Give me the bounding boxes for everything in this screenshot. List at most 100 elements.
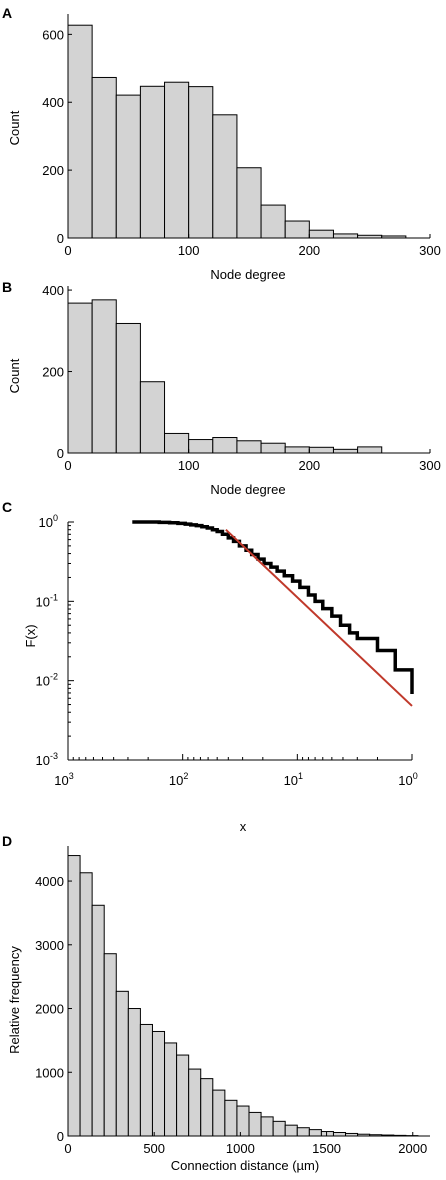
- panel-d-bar: [127, 1008, 141, 1137]
- panel-b-ylabel: Count: [7, 358, 22, 393]
- panel-b-x-tick-label: 100: [178, 458, 200, 473]
- panel-d-x-tick-label: 2000: [398, 1141, 427, 1156]
- panel-b-bars: [67, 299, 383, 454]
- panel-d-bar: [320, 1131, 334, 1137]
- panel-a-bar: [139, 85, 166, 239]
- panel-d-y-tick-label: 3000: [35, 938, 64, 953]
- panel-d-bar: [212, 1089, 226, 1137]
- panel-d-bar: [200, 1078, 214, 1137]
- panel-c-y-tick-label: 10-3: [36, 751, 58, 768]
- panel-d-y-tick-label: 2000: [35, 1002, 64, 1017]
- panel-d-y-tick-label: 4000: [35, 874, 64, 889]
- panel-b-bar: [284, 446, 310, 454]
- panel-b: B 0 100 200 300 0 200 400 Node degree Count: [2, 279, 441, 497]
- panel-d-bar: [188, 1068, 202, 1137]
- panel-d-y-tick-label: 1000: [35, 1065, 64, 1080]
- panel-d-bar: [284, 1124, 298, 1137]
- panel-a-bar: [115, 94, 141, 239]
- panel-d-axes: 0 500 1000 1500 2000 0 1000 2000 3000 4000: [35, 846, 430, 1156]
- panel-b-bar: [332, 448, 359, 454]
- panel-a-bar: [212, 114, 238, 239]
- panel-d-letter: D: [2, 833, 12, 849]
- panel-a-bar: [332, 233, 359, 239]
- panel-c-x-tick-label: 102: [169, 771, 188, 788]
- power-law-fit-line: [225, 528, 413, 707]
- panel-d-bar: [308, 1129, 322, 1137]
- panel-d-bar: [248, 1111, 262, 1137]
- panel-a-bars: [67, 24, 407, 239]
- panel-c-y-tick-label: 100: [39, 513, 58, 530]
- panel-b-bar: [91, 299, 117, 454]
- panel-a-bar: [236, 167, 262, 239]
- panel-d-bar: [103, 953, 117, 1137]
- panel-d-x-tick-label: 1500: [312, 1141, 341, 1156]
- panel-b-bar: [260, 442, 286, 454]
- panel-b-bar: [139, 381, 166, 454]
- panel-d-bars: [67, 855, 419, 1137]
- panel-d-bar: [67, 855, 81, 1137]
- panel-c: C 103 102 101 100 100 10-1 10-2 10-3 x F(x): [2, 499, 418, 834]
- panel-a-y-tick-label: 200: [42, 163, 64, 178]
- panel-d-bar: [91, 904, 105, 1137]
- panel-d-bar: [164, 1042, 178, 1137]
- panel-b-bar: [188, 439, 214, 454]
- panel-c-y-tick-label: 10-2: [36, 672, 58, 689]
- panel-b-y-tick-label: 400: [42, 283, 64, 298]
- panel-d-x-tick-label: 0: [64, 1141, 71, 1156]
- panel-b-bar: [115, 322, 141, 454]
- panel-d-bar: [224, 1099, 238, 1137]
- panel-d-bar: [139, 1023, 153, 1137]
- panel-a-bar: [260, 204, 286, 239]
- panel-d-ylabel: Relative frequency: [7, 946, 22, 1054]
- panel-c-x-tick-label: 103: [54, 771, 73, 788]
- panel-a-x-tick-label: 300: [419, 243, 441, 258]
- panel-b-bar: [308, 446, 334, 454]
- panel-d-bar: [236, 1105, 250, 1137]
- ccdf-step-curve: [132, 520, 414, 694]
- panel-a-bar: [308, 229, 334, 239]
- panel-a-x-tick-label: 0: [64, 243, 71, 258]
- panel-b-x-tick-label: 300: [419, 458, 441, 473]
- panel-c-x-tick-label: 101: [284, 771, 303, 788]
- panel-d-bar: [260, 1116, 274, 1137]
- panel-a-xlabel: Node degree: [210, 267, 285, 282]
- panel-c-xlabel: x: [240, 819, 247, 834]
- panel-c-axes: 103 102 101 100 100 10-1 10-2 10-3: [36, 513, 418, 788]
- panel-b-xlabel: Node degree: [210, 482, 285, 497]
- panel-b-x-tick-label: 0: [64, 458, 71, 473]
- panel-a-bar: [91, 76, 117, 239]
- panel-b-letter: B: [2, 279, 12, 295]
- panel-b-x-tick-label: 200: [298, 458, 320, 473]
- panel-c-letter: C: [2, 499, 12, 515]
- panel-b-bar: [357, 446, 383, 454]
- panel-d: D 0 500 1000 1500 2000 0 1000 2000 3000 4000 Conn…: [2, 833, 430, 1173]
- panel-d-bar: [176, 1054, 190, 1137]
- panel-a-y-tick-label: 400: [42, 95, 64, 110]
- panel-d-y-tick-label: 0: [57, 1129, 64, 1144]
- panel-a-axes: 0 100 200 300 0 200 400 600: [42, 14, 441, 258]
- panel-d-bar: [332, 1131, 347, 1137]
- panel-b-y-tick-label: 200: [42, 365, 64, 380]
- panel-c-y-tick-label: 10-1: [36, 592, 58, 609]
- panel-a-y-tick-label: 0: [57, 231, 64, 246]
- panel-b-bar: [212, 437, 238, 454]
- panel-d-bar: [115, 990, 129, 1137]
- panel-a-ylabel: Count: [7, 110, 22, 145]
- panel-a-letter: A: [2, 5, 12, 21]
- panel-a-bar: [67, 24, 93, 239]
- panel-a: A 0 100 200 300 0 200 400 600 Node degree Count: [2, 5, 441, 282]
- panel-d-bar: [272, 1120, 286, 1137]
- panel-d-x-tick-label: 500: [143, 1141, 165, 1156]
- panel-a-x-tick-label: 200: [298, 243, 320, 258]
- panel-b-y-tick-label: 0: [57, 446, 64, 461]
- panel-d-x-tick-label: 1000: [226, 1141, 255, 1156]
- panel-a-y-tick-label: 600: [42, 27, 64, 42]
- panel-d-bar: [151, 1030, 166, 1137]
- panel-d-bar: [296, 1127, 310, 1137]
- panel-d-bar: [79, 872, 93, 1137]
- panel-b-bar: [164, 432, 190, 454]
- panel-a-bar: [284, 220, 310, 239]
- panel-b-axes: 0 100 200 300 0 200 400: [42, 283, 441, 473]
- panel-a-bar: [164, 81, 190, 239]
